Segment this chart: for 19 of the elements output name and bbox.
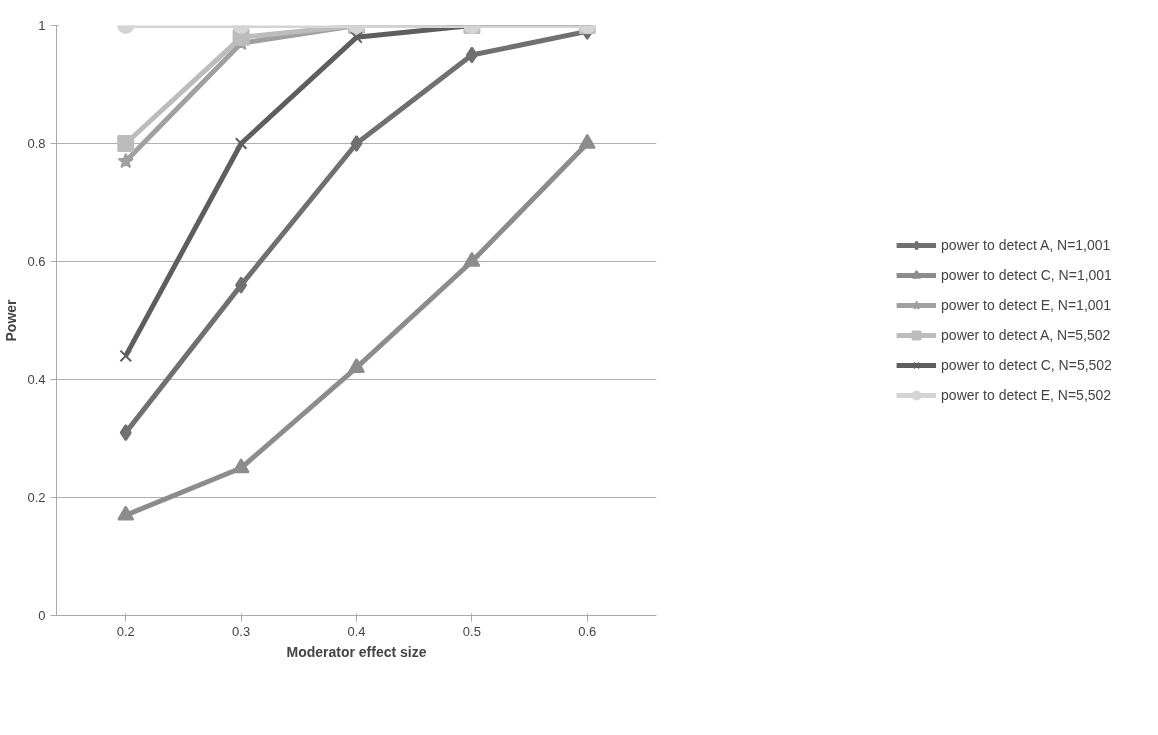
y-tick-label: 0.8 [27,136,46,151]
legend-label: power to detect C, N=1,001 [941,267,1112,283]
legend-label: power to detect A, N=1,001 [941,237,1111,253]
x-tick-label: 0.4 [347,623,366,639]
legend-label: power to detect E, N=1,001 [941,297,1112,313]
y-tick-label: 0.6 [27,254,46,269]
y-tick-label: 1 [38,18,46,33]
x-tick-label: 0.2 [116,623,135,639]
x-tick-label: 0.3 [232,623,251,639]
y-tick-label: 0.4 [27,372,46,387]
x-tick-label: 0.6 [578,623,597,639]
x-axis-title: Moderator effect size [286,643,427,660]
legend-label: power to detect A, N=5,502 [941,327,1111,343]
y-tick-label: 0 [38,608,46,623]
legend-label: power to detect E, N=5,502 [941,387,1112,403]
x-tick-label: 0.5 [462,623,481,639]
legend-label: power to detect C, N=5,502 [941,357,1112,373]
y-tick-label: 0.2 [27,490,46,505]
y-axis-title: Power [3,298,20,342]
